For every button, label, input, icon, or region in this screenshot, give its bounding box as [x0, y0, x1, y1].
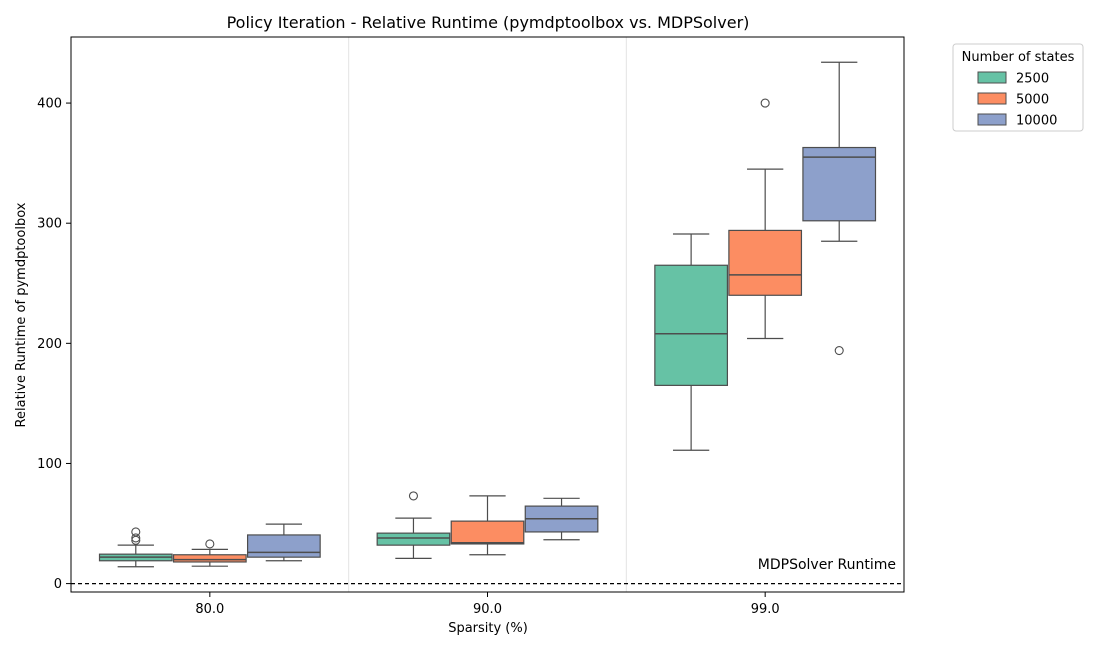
box-group	[450, 495, 525, 556]
box	[802, 146, 877, 222]
outlier-point	[834, 345, 844, 356]
outlier-point	[205, 539, 215, 549]
y-tick-label: 400	[37, 97, 62, 112]
x-axis-label: Sparsity (%)	[448, 621, 528, 636]
x-tick-label: 99.0	[751, 602, 780, 617]
outlier-point	[131, 533, 141, 543]
y-axis: 0 100 200 300 400	[37, 97, 71, 592]
grid-layer	[348, 37, 627, 592]
y-tick-label: 300	[37, 217, 62, 232]
box	[728, 229, 803, 296]
box-group	[246, 523, 321, 562]
box-group	[524, 497, 599, 541]
box-group	[376, 491, 451, 559]
x-tick-label: 90.0	[473, 602, 502, 617]
box-group	[98, 527, 173, 568]
outlier-point	[131, 527, 141, 537]
box-group	[172, 539, 247, 567]
y-axis-label: Relative Runtime of pymdptoolbox	[14, 202, 29, 427]
box	[376, 532, 451, 546]
legend-label: 10000	[1016, 114, 1057, 129]
box	[654, 264, 729, 386]
x-tick-label: 80.0	[195, 602, 224, 617]
box	[450, 520, 525, 545]
box-group	[654, 233, 729, 451]
box	[246, 534, 321, 558]
y-tick-label: 200	[37, 337, 62, 352]
legend-label: 5000	[1016, 93, 1049, 108]
outlier-point	[760, 98, 770, 108]
y-tick-label: 0	[54, 577, 62, 592]
legend-label: 2500	[1016, 72, 1049, 87]
box-group	[802, 61, 877, 356]
x-axis: 80.0 90.0 99.0	[195, 592, 780, 617]
legend-items: 2500 5000 10000	[977, 71, 1057, 129]
y-tick-label: 100	[37, 457, 62, 472]
legend-title: Number of states	[962, 50, 1075, 65]
box	[172, 554, 247, 563]
outlier-point	[408, 491, 419, 501]
reference-line-label: MDPSolver Runtime	[758, 557, 896, 573]
legend-swatch	[977, 113, 1007, 126]
legend-frame	[952, 43, 1084, 132]
legend-swatch	[977, 71, 1007, 84]
chart-title: Policy Iteration - Relative Runtime (pym…	[227, 13, 750, 32]
legend: Number of states 2500 5000 10000	[952, 43, 1084, 132]
box-plot-layer	[98, 61, 877, 568]
legend-swatch	[977, 92, 1007, 105]
box-group	[728, 98, 803, 340]
